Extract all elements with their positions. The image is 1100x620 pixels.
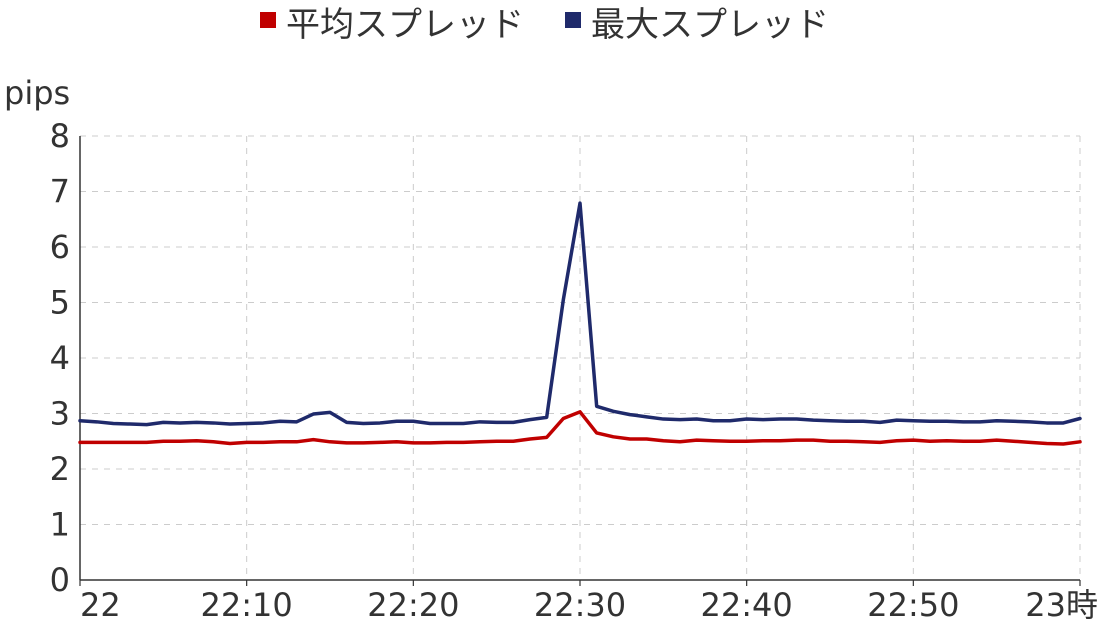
- x-tick-label: 23時: [1025, 586, 1098, 620]
- legend-label-average: 平均スプレッド: [286, 5, 524, 45]
- y-tick-label: 8: [50, 117, 70, 155]
- x-tick-label: 22:40: [701, 586, 793, 620]
- x-axis-ticks: 22 22:10 22:20 22:30 22:40 22:50 23時: [79, 580, 1098, 620]
- x-tick-label: 22:10: [201, 586, 293, 620]
- y-tick-label: 6: [50, 228, 70, 266]
- y-tick-label: 0: [50, 561, 70, 599]
- y-tick-label: 1: [50, 506, 70, 544]
- y-axis-unit-label: pips: [4, 74, 70, 112]
- x-tick-label: 22:50: [867, 586, 959, 620]
- y-tick-label: 2: [50, 450, 70, 488]
- legend: 平均スプレッド 最大スプレッド: [260, 5, 829, 45]
- legend-label-max: 最大スプレッド: [591, 5, 829, 45]
- series-line-max-spread: [78, 201, 1082, 427]
- y-tick-label: 5: [50, 284, 70, 322]
- y-tick-label: 3: [50, 395, 70, 433]
- x-tick-label: 22: [80, 586, 121, 620]
- grid-lines: [80, 135, 1081, 580]
- series-line-average-spread: [78, 410, 1082, 446]
- series-lines: [78, 201, 1082, 446]
- y-axis-ticks: 0 1 2 3 4 5 6 7 8: [50, 117, 70, 599]
- x-tick-label: 22:20: [367, 586, 459, 620]
- y-tick-label: 4: [50, 339, 70, 377]
- legend-swatch-max: [565, 12, 581, 28]
- x-tick-label: 22:30: [534, 586, 626, 620]
- y-tick-label: 7: [50, 173, 70, 211]
- legend-swatch-average: [260, 12, 276, 28]
